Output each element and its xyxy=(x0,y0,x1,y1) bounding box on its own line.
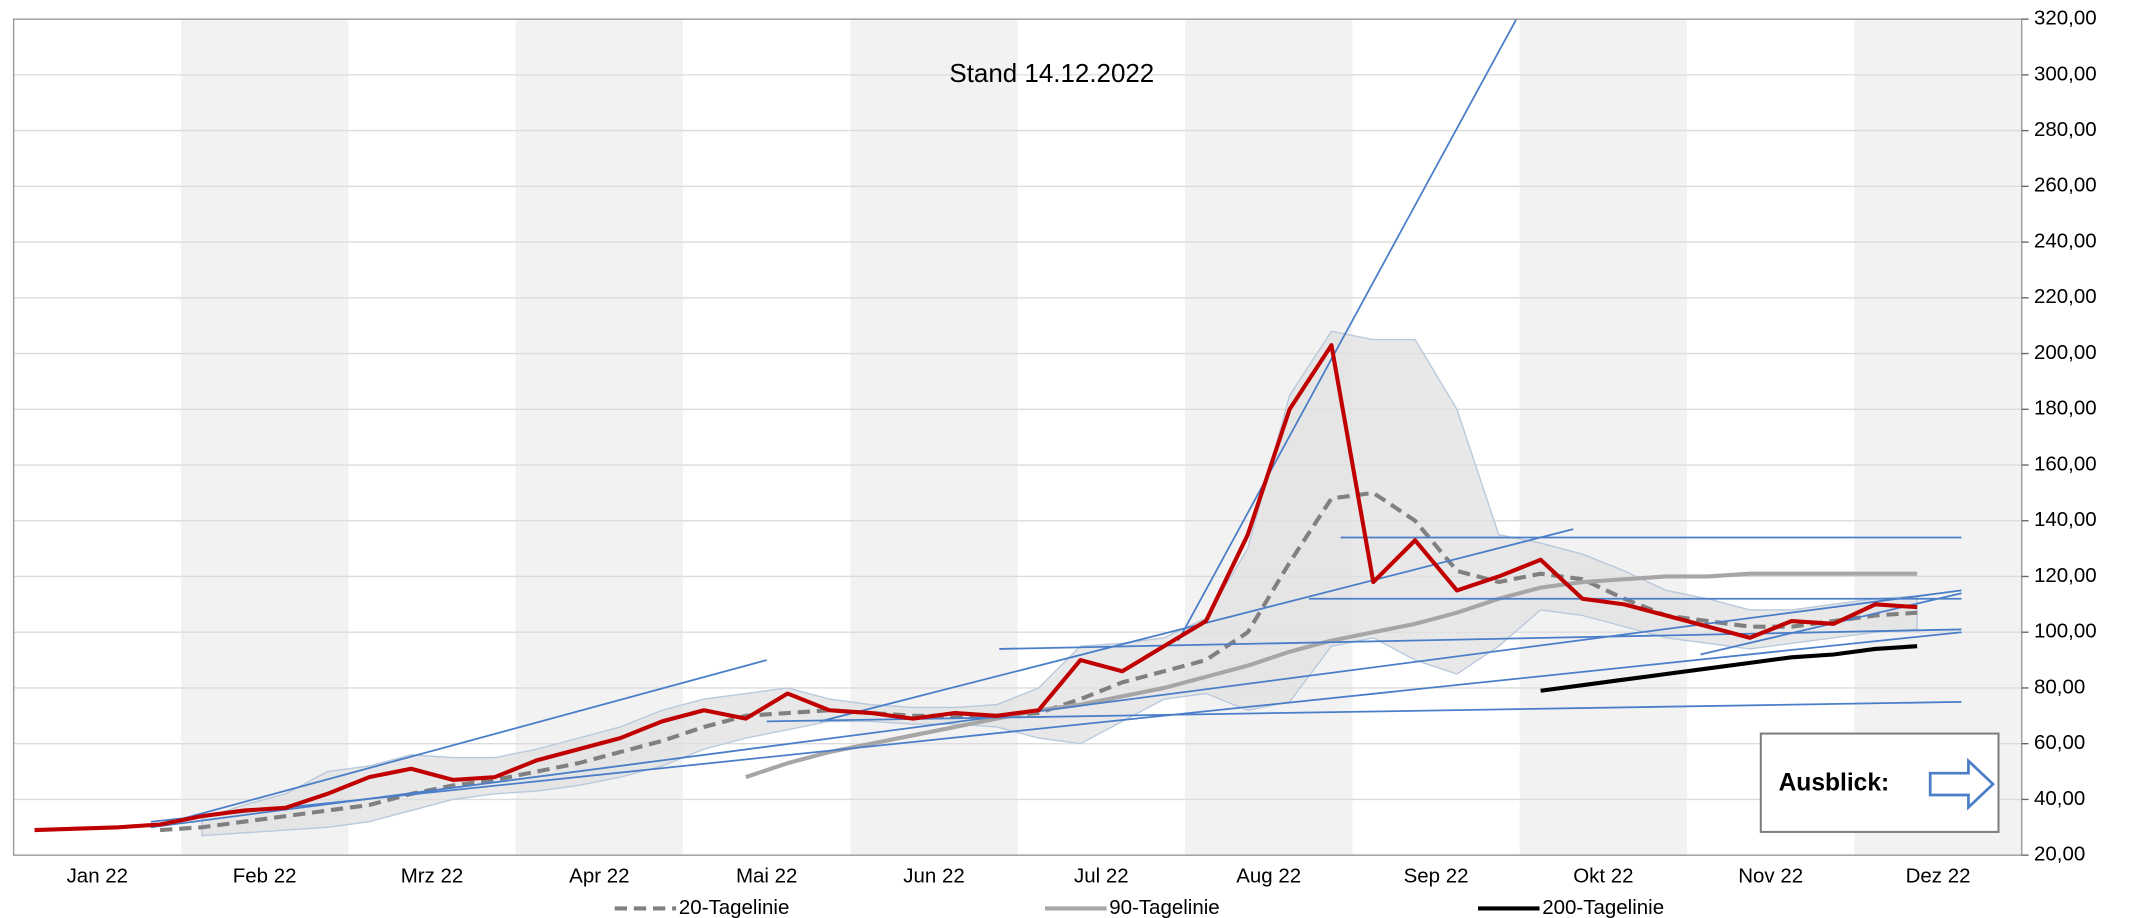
x-tick-label: Dez 22 xyxy=(1906,864,1971,887)
trendline xyxy=(150,589,1962,829)
annotation: Stand 14.12.2022 xyxy=(949,60,1154,88)
x-tick-label: Apr 22 xyxy=(569,864,629,887)
plot-frame xyxy=(12,18,2023,856)
trendline xyxy=(150,631,1962,823)
moving-average xyxy=(745,571,1918,780)
x-tick-label: Jan 22 xyxy=(67,864,129,887)
trendline xyxy=(150,659,767,829)
axes: Jan 22 Feb 22 Mrz 22 Apr 22 Mai 22 Jun 22 Jul … xyxy=(67,7,2097,888)
outlook-arrow xyxy=(1928,757,1996,811)
y-tick-label: 100,00 xyxy=(2034,620,2097,643)
x-tick-label: Jun 22 xyxy=(903,864,965,887)
y-tick-label: 160,00 xyxy=(2034,452,2097,475)
x-tick-label: Jul 22 xyxy=(1074,864,1129,887)
x-tick-label: Nov 22 xyxy=(1738,864,1803,887)
y-tick-label: 280,00 xyxy=(2034,118,2097,141)
x-tick-label: Sep 22 xyxy=(1404,864,1469,887)
month-shading xyxy=(180,19,2022,856)
moving-average xyxy=(1540,644,1918,693)
y-tick-label: 220,00 xyxy=(2034,285,2097,308)
y-tick-label: 40,00 xyxy=(2034,787,2085,810)
price-line xyxy=(34,343,1918,833)
legend-label: 20-Tagelinie xyxy=(679,896,789,918)
x-tick-label: Feb 22 xyxy=(233,864,297,887)
y-tick-label: 20,00 xyxy=(2034,843,2085,866)
y-tick-label: 80,00 xyxy=(2034,675,2085,698)
outlook-label: Ausblick: xyxy=(1779,770,1890,797)
trendline xyxy=(999,628,1962,650)
y-tick-label: 260,00 xyxy=(2034,174,2097,197)
y-tick-label: 120,00 xyxy=(2034,564,2097,587)
legend-label: 200-Tagelinie xyxy=(1542,896,1664,918)
plot xyxy=(34,18,1962,837)
x-tick-label: Aug 22 xyxy=(1236,864,1301,887)
y-tick-label: 140,00 xyxy=(2034,508,2097,531)
y-tick-label: 240,00 xyxy=(2034,229,2097,252)
month-band xyxy=(1854,19,2022,856)
y-tick-label: 300,00 xyxy=(2034,62,2097,85)
x-tick-label: Okt 22 xyxy=(1573,864,1633,887)
y-tick-label: 320,00 xyxy=(2034,7,2097,30)
month-band xyxy=(1519,19,1688,856)
y-tick-label: 200,00 xyxy=(2034,341,2097,364)
y-tick-label: 180,00 xyxy=(2034,397,2097,420)
trendline xyxy=(766,700,1962,723)
month-band xyxy=(180,19,349,856)
y-tick-label: 60,00 xyxy=(2034,731,2085,754)
legend-label: 90-Tagelinie xyxy=(1109,896,1219,918)
x-tick-label: Mai 22 xyxy=(736,864,797,887)
x-tick-label: Mrz 22 xyxy=(401,864,464,887)
trendline xyxy=(1177,18,1518,641)
